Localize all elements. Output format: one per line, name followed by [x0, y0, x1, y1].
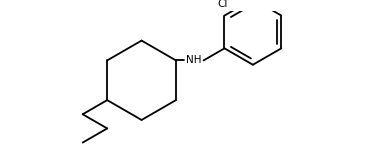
Text: NH: NH [186, 55, 202, 65]
Text: Cl: Cl [217, 0, 228, 9]
